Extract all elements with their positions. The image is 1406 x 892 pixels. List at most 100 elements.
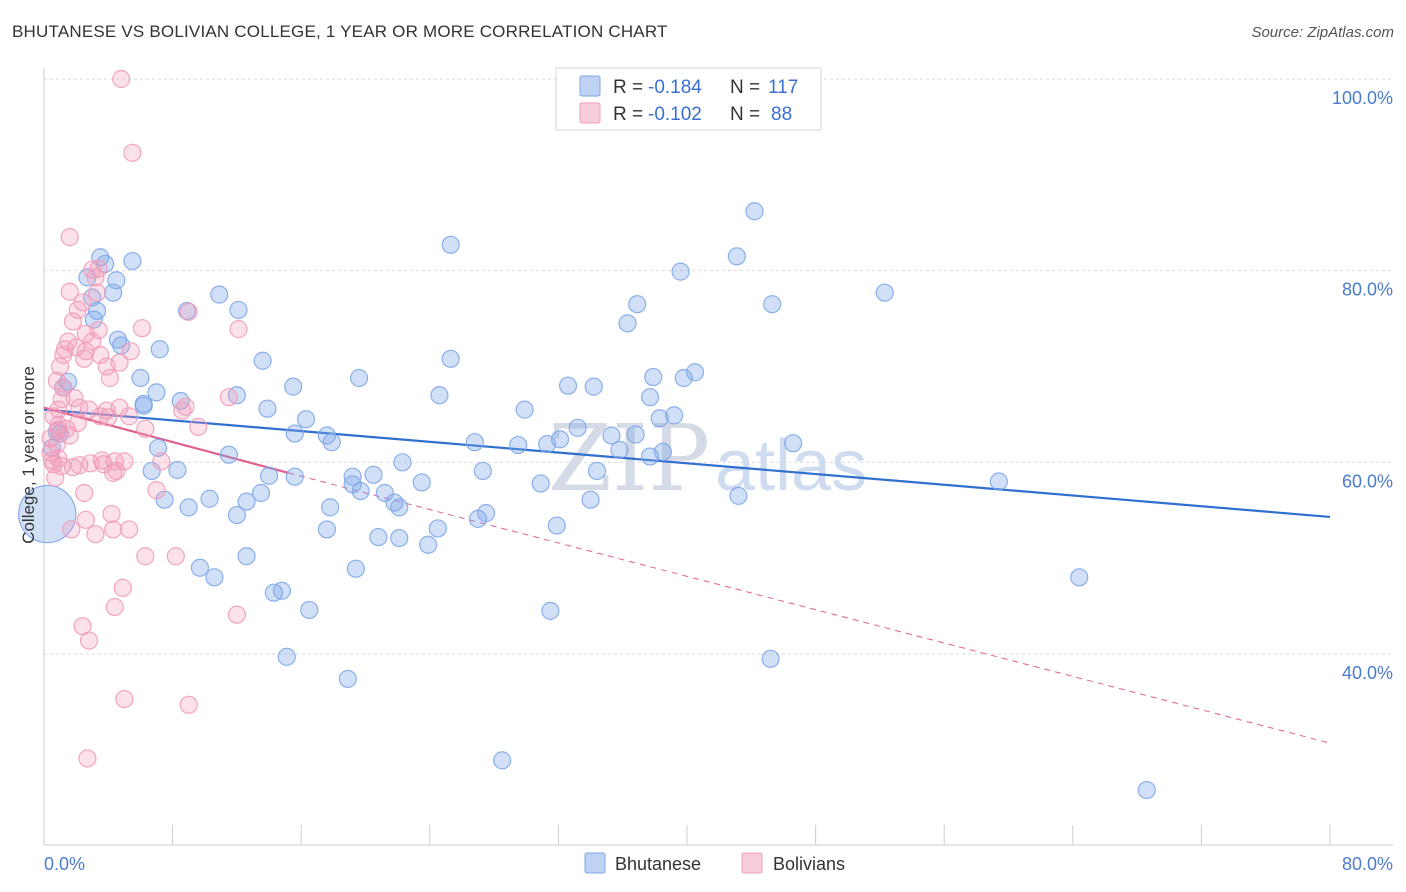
bhutanese-point-83 (558, 376, 578, 395)
bhutanese-point-86 (581, 490, 600, 509)
bolivians-point-39 (120, 407, 139, 426)
bhutanese-point-73 (465, 433, 484, 452)
bottom-legend-label-bhutanese: Bhutanese (615, 854, 701, 874)
bhutanese-point-101 (685, 363, 705, 382)
bolivians-point-62 (86, 525, 105, 544)
bolivians-point-44 (176, 397, 195, 416)
bhutanese-point-90 (618, 314, 637, 333)
bhutanese-point-76 (476, 504, 496, 523)
grid-lines (44, 78, 1393, 655)
bhutanese-point-37 (177, 301, 197, 321)
bolivians-point-33 (79, 400, 99, 419)
bhutanese-point-107 (761, 649, 780, 668)
bhutanese-point-43 (258, 399, 277, 418)
bhutanese-point-41 (284, 377, 303, 396)
bhutanese-point-74 (473, 461, 492, 481)
bolivians-point-58 (147, 481, 166, 500)
bolivians-point-69 (105, 597, 124, 617)
bolivians-point-86 (92, 451, 111, 470)
bolivians-point-74 (227, 605, 246, 624)
bolivians-point-19 (60, 282, 79, 301)
bhutanese-point-94 (644, 367, 663, 387)
bhutanese-point-82 (550, 430, 570, 449)
bhutanese-point-84 (568, 418, 587, 437)
bolivians-point-8 (54, 378, 73, 397)
bolivians-point-20 (60, 228, 79, 247)
bhutanese-point-56 (428, 519, 447, 538)
bolivians-point-59 (75, 483, 94, 503)
bhutanese-point-39 (229, 300, 248, 320)
bhutanese-point-78 (515, 400, 534, 419)
bhutanese-point-40 (253, 351, 272, 370)
bhutanese-point-49 (351, 481, 370, 501)
y-tick-label-2: 60.0% (1342, 471, 1393, 491)
bhutanese-point-60 (346, 559, 365, 578)
bhutanese-point-109 (989, 472, 1008, 491)
bolivians-point-13 (46, 468, 65, 487)
bhutanese-point-62 (205, 568, 224, 587)
bolivians-point-64 (104, 520, 123, 539)
bhutanese-point-32 (259, 466, 279, 485)
bhutanese-point-89 (610, 440, 629, 459)
legend-swatch-bhutanese (579, 75, 601, 97)
bhutanese-point-17 (150, 340, 169, 359)
bhutanese-point-35 (321, 498, 340, 517)
legend-n-value-1: 117 (768, 77, 798, 98)
bhutanese-point-96 (650, 409, 669, 428)
bhutanese-point-61 (190, 558, 210, 577)
bolivians-point-75 (78, 749, 97, 768)
bhutanese-point-53 (390, 498, 409, 517)
bolivians-point-67 (166, 547, 185, 566)
bhutanese-point-92 (626, 425, 645, 444)
bhutanese-point-8 (123, 251, 142, 271)
legend: R = -0.184 N = 117 R = -0.102 N = 88 (555, 67, 822, 131)
data-points (18, 69, 1156, 800)
bhutanese-point-113 (541, 601, 560, 620)
bhutanese-point-14 (84, 310, 103, 329)
bhutanese-point-72 (441, 235, 460, 254)
bhutanese-point-63 (237, 547, 256, 566)
bolivians-point-85 (68, 413, 87, 433)
bolivians-point-30 (89, 320, 108, 340)
bhutanese-point-23 (142, 461, 161, 481)
bhutanese-point-102 (727, 247, 746, 266)
bolivians-point-4 (47, 435, 66, 454)
bhutanese-point-112 (493, 751, 512, 770)
legend-r-value-2: -0.102 (648, 104, 702, 125)
bhutanese-point-15 (108, 330, 128, 349)
bolivians-point-45 (189, 417, 208, 436)
bhutanese-point-68 (338, 669, 357, 689)
legend-swatch-bolivians (579, 102, 601, 124)
bhutanese-point-70 (430, 386, 449, 405)
y-tick-label-0: 100.0% (1332, 88, 1393, 108)
bolivians-point-61 (76, 510, 95, 529)
bolivians-point-80 (75, 349, 94, 368)
bolivians-point-24 (87, 283, 107, 302)
bolivians-point-68 (113, 578, 132, 597)
y-tick-label-3: 40.0% (1342, 663, 1393, 683)
bolivians-point-16 (63, 312, 83, 331)
bhutanese-point-79 (531, 474, 550, 493)
bhutanese-point-26 (179, 498, 198, 517)
bhutanese-point-58 (419, 535, 438, 554)
bolivians-trend-extension (288, 472, 1331, 744)
bhutanese-point-38 (210, 285, 229, 304)
watermark-atlas: atlas (715, 426, 867, 506)
bolivians-point-50 (70, 456, 89, 475)
bhutanese-point-111 (1137, 780, 1156, 800)
bolivians-point-32 (65, 389, 84, 408)
bhutanese-point-69 (349, 368, 369, 388)
bhutanese-point-91 (628, 295, 647, 314)
bhutanese-point-100 (674, 368, 693, 388)
bhutanese-point-28 (219, 445, 238, 464)
bhutanese-point-71 (441, 349, 460, 368)
bolivians-point-56 (115, 452, 134, 471)
y-axis-title: College, 1 year or more (19, 366, 38, 544)
y-tick-labels: 100.0% 80.0% 60.0% 40.0% (1332, 88, 1393, 683)
bhutanese-point-67 (277, 647, 296, 666)
chart-source: Source: ZipAtlas.com (1251, 24, 1394, 41)
bolivians-point-78 (83, 332, 102, 351)
bolivians-point-47 (229, 320, 248, 339)
bhutanese-point-103 (729, 486, 748, 505)
legend-n-value-2: 88 (771, 104, 792, 125)
